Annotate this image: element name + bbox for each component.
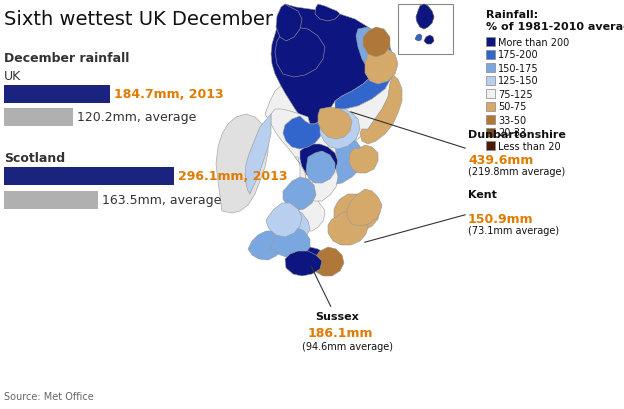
Text: 186.1mm: 186.1mm (308, 326, 374, 339)
Text: 150.9mm: 150.9mm (468, 213, 534, 225)
Text: 184.7mm, 2013: 184.7mm, 2013 (114, 88, 223, 101)
Bar (486, 51, 495, 60)
Bar (486, 103, 495, 112)
Text: Sixth wettest UK December: Sixth wettest UK December (4, 10, 273, 29)
Text: % of 1981-2010 average: % of 1981-2010 average (486, 22, 624, 32)
Polygon shape (271, 76, 393, 231)
Text: Kent: Kent (468, 189, 497, 200)
Polygon shape (283, 117, 322, 150)
Polygon shape (270, 227, 310, 257)
Polygon shape (248, 231, 284, 261)
Polygon shape (416, 5, 434, 30)
Polygon shape (283, 178, 316, 211)
Polygon shape (276, 5, 302, 42)
Polygon shape (266, 204, 302, 237)
Polygon shape (320, 138, 364, 186)
Polygon shape (306, 152, 335, 184)
Text: Source: Met Office: Source: Met Office (4, 391, 94, 401)
Polygon shape (216, 115, 268, 213)
Polygon shape (270, 209, 310, 247)
Polygon shape (356, 28, 382, 76)
Text: Sussex: Sussex (315, 311, 359, 321)
Polygon shape (318, 108, 352, 139)
Text: 125-150: 125-150 (498, 76, 539, 86)
Polygon shape (424, 36, 434, 45)
Polygon shape (265, 82, 308, 127)
Bar (486, 77, 495, 86)
Polygon shape (360, 76, 402, 145)
Polygon shape (285, 252, 322, 276)
Text: Less than 20: Less than 20 (498, 141, 560, 151)
Polygon shape (295, 157, 306, 205)
Polygon shape (290, 247, 326, 271)
Polygon shape (328, 211, 368, 245)
Polygon shape (271, 5, 382, 125)
Text: December rainfall: December rainfall (4, 52, 129, 65)
Polygon shape (365, 50, 398, 85)
Bar (486, 142, 495, 151)
Polygon shape (315, 5, 340, 22)
Polygon shape (334, 195, 380, 234)
Bar (4, 191, 98, 209)
Text: Dunbartonshire: Dunbartonshire (468, 130, 566, 139)
Text: 50-75: 50-75 (498, 102, 527, 112)
Text: 120.2mm, average: 120.2mm, average (77, 111, 197, 124)
Bar (486, 116, 495, 125)
Bar (4, 86, 110, 104)
Text: 439.6mm: 439.6mm (468, 154, 534, 166)
Polygon shape (415, 35, 422, 42)
Bar (486, 90, 495, 99)
Bar (4, 168, 174, 186)
Bar (398, 5, 453, 55)
Polygon shape (363, 28, 390, 58)
Polygon shape (245, 115, 271, 195)
Text: 175-200: 175-200 (498, 50, 539, 61)
Text: (219.8mm average): (219.8mm average) (468, 166, 565, 177)
Polygon shape (275, 28, 325, 78)
Polygon shape (320, 110, 360, 150)
Bar (486, 129, 495, 138)
Text: UK: UK (4, 70, 21, 83)
Text: 296.1mm, 2013: 296.1mm, 2013 (178, 170, 288, 183)
Text: More than 200: More than 200 (498, 37, 569, 47)
Polygon shape (313, 247, 344, 276)
Text: 163.5mm, average: 163.5mm, average (102, 194, 222, 207)
Bar (486, 64, 495, 73)
Text: 150-175: 150-175 (498, 63, 539, 73)
Text: 20-33: 20-33 (498, 128, 526, 138)
Text: Scotland: Scotland (4, 152, 65, 164)
Polygon shape (300, 145, 338, 180)
Bar (4, 109, 73, 127)
Polygon shape (335, 28, 395, 110)
Text: (73.1mm average): (73.1mm average) (468, 225, 559, 236)
Text: (94.6mm average): (94.6mm average) (302, 341, 393, 351)
Polygon shape (349, 146, 378, 173)
Bar (486, 38, 495, 47)
Polygon shape (347, 189, 382, 227)
Text: 75-125: 75-125 (498, 89, 533, 99)
Text: 33-50: 33-50 (498, 115, 526, 125)
Text: Rainfall:: Rainfall: (486, 10, 538, 20)
Polygon shape (308, 170, 338, 202)
